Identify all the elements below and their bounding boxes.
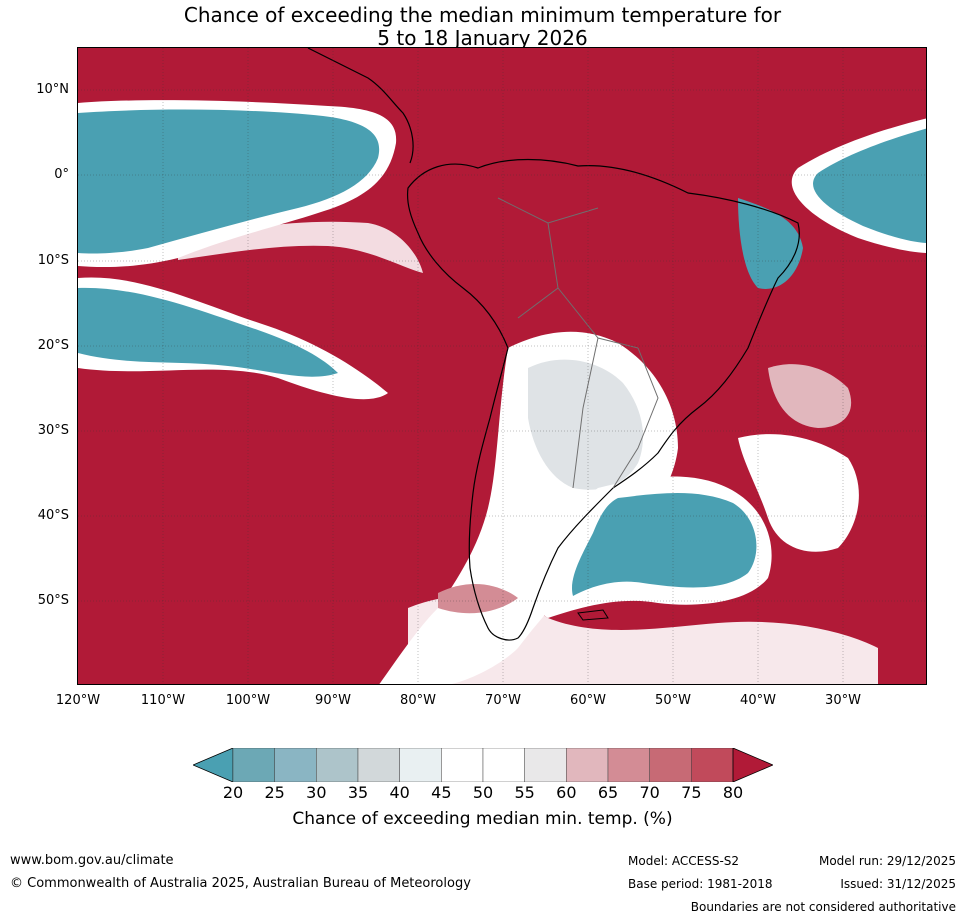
white-band-8s [178,221,423,273]
colorbar-bin [524,747,567,783]
lon-label-50w: 50°W [655,693,691,708]
lon-label-110w: 110°W [140,693,186,708]
colorbar-tick-label: 25 [264,783,285,802]
colorbar-bin [566,747,609,783]
lon-label-60w: 60°W [570,693,606,708]
lon-label-100w: 100°W [225,693,271,708]
colorbar-extend-high [732,747,775,783]
colorbar-tick-label: 55 [514,783,535,802]
colorbar-label: Chance of exceeding median min. temp. (%… [292,809,673,829]
lat-label-50s: 50°S [37,593,69,608]
footer-issued: Issued: 31/12/2025 [840,877,956,891]
forecast-map [77,47,927,685]
footer-base-period: Base period: 1981-2018 [628,877,773,891]
country-borders [497,197,659,489]
lat-label-10n: 10°N [36,82,69,97]
lon-label-40w: 40°W [740,693,776,708]
colorbar-tick-label: 40 [389,783,410,802]
footer-disclaimer: Boundaries are not considered authoritat… [690,900,956,914]
south-pacific-blue-band [78,287,338,377]
south-atlantic-white-east [738,434,859,552]
south-america-coastline [406,158,800,641]
colorbar-tick-label: 65 [597,783,619,802]
lon-label-120w: 120°W [55,693,101,708]
brazil-ne-blue [738,198,803,289]
colorbar-bin [399,747,442,783]
colorbar-tick-label: 70 [639,783,660,802]
chart-title: Chance of exceeding the median minimum t… [0,4,965,50]
colorbar-bin [691,747,734,783]
pacific-blue-band-inner [78,109,380,254]
title-line-2: 5 to 18 January 2026 [377,26,588,50]
atlantic-blue-east-inner [813,128,926,243]
lat-label-30s: 30°S [37,423,69,438]
lon-label-80w: 80°W [400,693,436,708]
colorbar-tick-label: 80 [722,783,744,802]
lat-label-10s: 10°S [37,253,69,268]
colorbar-tick-label: 75 [681,783,702,802]
colorbar-ticks: 20 25 30 35 40 45 50 55 60 65 70 75 80 [0,784,965,806]
footer-copyright: © Commonwealth of Australia 2025, Austra… [10,876,471,891]
lat-label-20s: 20°S [37,338,69,353]
footer-model-run: Model run: 29/12/2025 [818,854,956,868]
lat-label-40s: 40°S [37,508,69,523]
colorbar-bin [649,747,692,783]
colorbar-tick-label: 30 [306,783,327,802]
south-atlantic-blue-inner [572,493,757,596]
colorbar-legend [191,747,775,783]
colorbar-bin [232,747,275,783]
colorbar-tick-label: 60 [556,783,577,802]
southern-ocean-pink [438,583,518,614]
colorbar-extend-low [191,747,234,783]
lon-label-30w: 30°W [825,693,861,708]
lon-label-90w: 90°W [315,693,351,708]
colorbar-bin [316,747,359,783]
southern-ocean-white [408,595,878,684]
lon-gridlines [162,48,844,684]
colorbar-bin [441,747,484,783]
central-america-coastline [307,48,414,164]
falkland-islands [577,609,609,621]
lat-gridlines [78,89,926,602]
lat-label-0: 0° [54,167,69,182]
colorbar-bin [357,747,400,783]
footer-url: www.bom.gov.au/climate [10,853,174,868]
colorbar-tick-label: 50 [472,783,494,802]
title-line-1: Chance of exceeding the median minimum t… [183,3,782,27]
colorbar-bin [607,747,650,783]
colorbar-bin [274,747,317,783]
colorbar-tick-label: 20 [222,783,244,802]
colorbar-tick-label: 45 [431,783,452,802]
colorbar-bin [482,747,525,783]
south-atlantic-pink [768,364,852,428]
southern-cone-grey [528,359,643,490]
footer-model: Model: ACCESS-S2 [628,854,740,868]
lon-label-70w: 70°W [485,693,521,708]
colorbar-tick-label: 35 [347,783,369,802]
